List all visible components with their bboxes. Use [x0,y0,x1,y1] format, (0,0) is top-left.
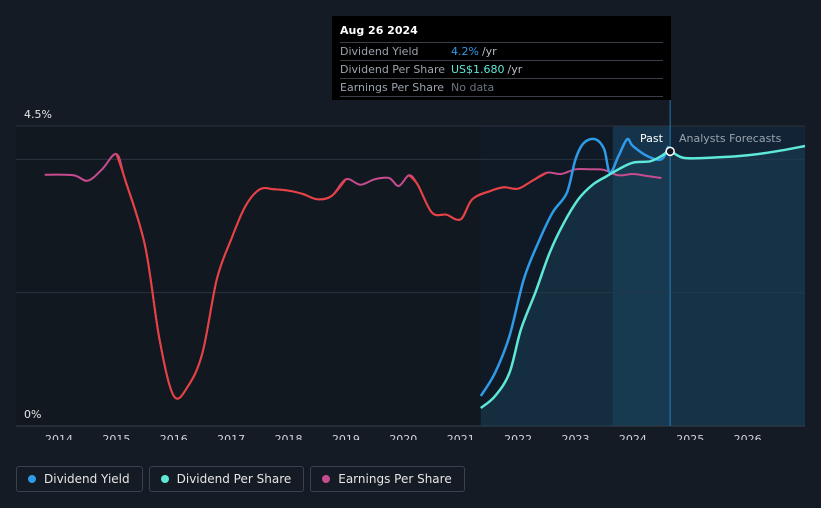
earnings-per-share-decline-line [408,171,548,221]
forecast-label: Analysts Forecasts [679,132,782,145]
tooltip-value: US$1.680 [451,63,505,76]
x-tick-label: 2024 [619,433,647,440]
x-tick-label: 2025 [676,433,704,440]
tooltip-label: Dividend Per Share [340,63,446,76]
x-tick-label: 2019 [332,433,360,440]
earnings-per-share-dot-icon [322,475,331,483]
tooltip-unit: /yr [481,45,497,58]
dividend-yield-dot-icon [28,475,36,483]
x-tick-label: 2017 [217,433,245,440]
y-tick-label-top: 4.5% [24,108,52,121]
x-tick-label: 2023 [561,433,589,440]
tooltip-row-yield: Dividend Yield 4.2%/yr [340,43,663,61]
x-tick-label: 2016 [160,433,188,440]
legend-label: Earnings Per Share [338,472,452,486]
tooltip-label: Dividend Yield [340,45,419,58]
x-tick-label: 2015 [102,433,130,440]
tooltip-value: No data [451,81,495,94]
tooltip-date: Aug 26 2024 [340,24,663,43]
chart-canvas: 2014 2015 2016 2017 2018 2019 2020 2021 2022 2023… [16,100,806,440]
tooltip-value: 4.2% [451,45,479,58]
current-value-marker [665,146,675,157]
tooltip-unit: /yr [507,63,523,76]
x-tick-label: 2026 [734,433,762,440]
dividend-yield-line [479,137,670,397]
x-tick-label: 2022 [504,433,532,440]
legend: Dividend Yield Dividend Per Share Earnin… [16,466,465,492]
tooltip: Aug 26 2024 Dividend Yield 4.2%/yr Divid… [332,16,671,100]
x-tick-label: 2020 [389,433,417,440]
x-tick-label: 2018 [275,433,303,440]
legend-item-dividend-per-share[interactable]: Dividend Per Share [148,466,305,492]
legend-label: Dividend Yield [44,472,130,486]
tooltip-label: Earnings Per Share [340,81,445,94]
dividend-per-share-area [480,146,805,426]
x-tick-label: 2014 [45,433,73,440]
legend-item-earnings-per-share[interactable]: Earnings Per Share [310,466,465,492]
past-label: Past [640,132,663,145]
dividend-per-share-line [480,144,806,409]
legend-item-dividend-yield[interactable]: Dividend Yield [16,466,143,492]
dividend-per-share-dot-icon [160,475,169,483]
tooltip-row-eps: Earnings Per Share No data [340,79,663,97]
tooltip-row-dps: Dividend Per Share US$1.680/yr [340,61,663,79]
y-tick-label-bottom: 0% [24,408,42,421]
x-tick-label: 2021 [447,433,475,440]
earnings-per-share-decline-line [115,153,347,400]
legend-label: Dividend Per Share [176,472,292,486]
